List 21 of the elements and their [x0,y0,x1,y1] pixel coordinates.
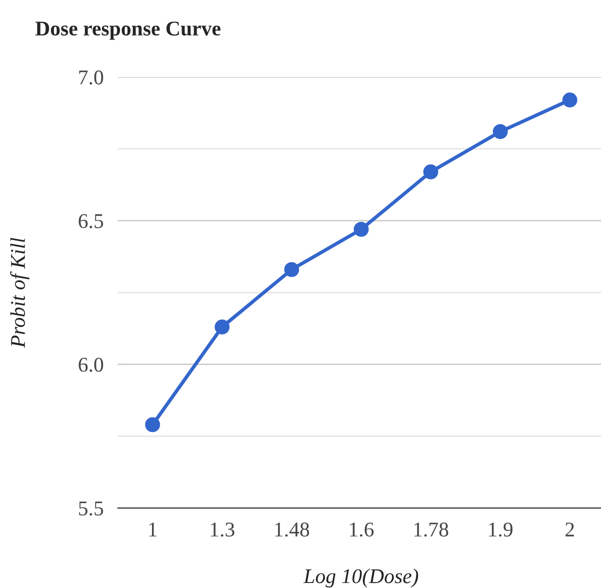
point [145,417,160,432]
x-tick-label: 2 [566,522,574,536]
y-tick-label: 6.0 [78,358,104,372]
x-axis-title: Log 10(Dose) [303,568,418,588]
point [354,222,369,237]
x-tick-label: 1.6 [350,522,374,537]
x-tick-label: 1.9 [489,522,512,537]
x-tick-label: 1.3 [210,522,234,537]
y-tick-label: 6.5 [78,214,104,228]
chart-title: Dose response Curve [35,22,220,40]
y-tick-label: 7.0 [79,70,104,85]
x-tick-label: 1.78 [414,522,448,537]
point [214,320,230,334]
point [284,262,300,278]
point [492,124,508,140]
point [562,92,578,108]
point [423,164,438,180]
y-axis-title: Probit of Kill [10,238,30,348]
x-tick-label: 1 [149,522,157,536]
y-tick-label: 5.5 [79,502,104,516]
x-tick-label: 1.48 [275,522,310,537]
